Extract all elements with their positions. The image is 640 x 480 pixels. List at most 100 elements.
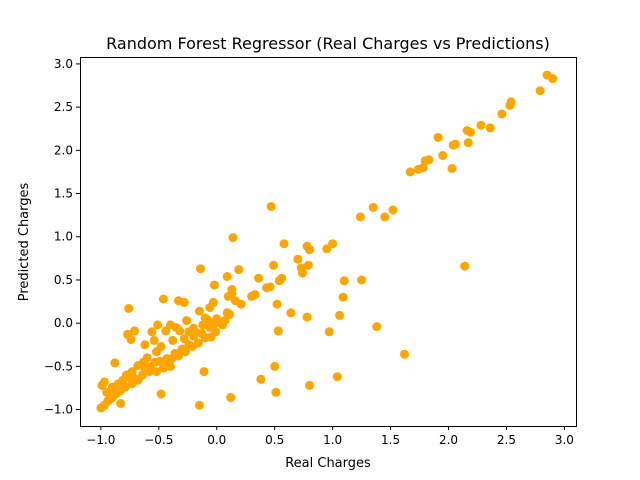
data-point bbox=[328, 239, 338, 249]
data-point bbox=[266, 202, 276, 211]
plot-frame bbox=[80, 57, 577, 427]
data-point bbox=[485, 123, 495, 133]
data-point bbox=[271, 387, 281, 397]
data-point bbox=[156, 342, 166, 351]
data-point bbox=[200, 333, 210, 343]
y-tick-label: 0.5 bbox=[54, 273, 73, 287]
x-tick-label: 0.5 bbox=[265, 433, 284, 447]
data-point bbox=[199, 367, 209, 377]
data-point bbox=[110, 358, 120, 368]
data-point bbox=[286, 308, 296, 318]
data-point bbox=[447, 164, 457, 173]
data-point bbox=[357, 275, 367, 285]
data-point bbox=[305, 245, 314, 255]
data-point bbox=[548, 74, 558, 84]
data-point bbox=[324, 327, 334, 337]
data-point bbox=[130, 326, 139, 336]
data-point bbox=[140, 340, 150, 350]
data-point bbox=[124, 304, 134, 313]
data-point bbox=[355, 212, 365, 222]
data-point bbox=[174, 351, 183, 361]
data-point bbox=[211, 327, 221, 337]
data-point bbox=[205, 303, 215, 313]
data-point bbox=[293, 254, 303, 264]
y-tick-label: 0.0 bbox=[54, 316, 73, 330]
data-point bbox=[153, 320, 163, 330]
data-point bbox=[413, 164, 423, 174]
data-point bbox=[535, 86, 545, 96]
x-tick-label: −1.0 bbox=[86, 433, 115, 447]
data-point bbox=[460, 261, 470, 271]
data-point bbox=[220, 316, 230, 326]
data-point bbox=[181, 347, 190, 357]
y-axis-label: Predicted Charges bbox=[17, 182, 32, 301]
x-tick-label: 2.0 bbox=[439, 433, 458, 447]
x-tick-label: 1.5 bbox=[381, 433, 400, 447]
data-point bbox=[160, 358, 170, 368]
data-point bbox=[438, 151, 448, 160]
data-point bbox=[254, 273, 263, 283]
data-point bbox=[298, 268, 307, 278]
data-point bbox=[338, 292, 348, 302]
data-point bbox=[179, 334, 189, 344]
data-point bbox=[105, 394, 115, 404]
x-tick-label: 2.5 bbox=[497, 433, 516, 447]
x-tick-label: −0.5 bbox=[144, 433, 173, 447]
data-point bbox=[303, 260, 313, 270]
data-point bbox=[212, 314, 222, 324]
data-point bbox=[209, 280, 219, 290]
data-point bbox=[302, 312, 312, 322]
data-point bbox=[372, 322, 382, 332]
points-layer bbox=[96, 70, 558, 413]
data-point bbox=[279, 239, 289, 249]
data-point bbox=[225, 310, 234, 319]
data-point bbox=[448, 140, 458, 150]
y-tick-label: 2.5 bbox=[54, 100, 73, 114]
data-point bbox=[269, 260, 278, 270]
x-tick-label: 1.0 bbox=[323, 433, 342, 447]
data-point bbox=[99, 377, 109, 387]
y-tick-label: 2.0 bbox=[54, 143, 73, 157]
data-point bbox=[388, 205, 398, 215]
data-point bbox=[273, 326, 283, 336]
data-point bbox=[322, 244, 332, 254]
data-point bbox=[265, 282, 275, 292]
data-point bbox=[236, 299, 246, 309]
data-point bbox=[116, 399, 126, 408]
data-point bbox=[222, 272, 232, 281]
x-tick-label: 0.0 bbox=[207, 433, 226, 447]
data-point bbox=[476, 120, 486, 130]
data-point bbox=[223, 291, 233, 301]
x-tick-label: 3.0 bbox=[555, 433, 574, 447]
data-point bbox=[149, 335, 159, 345]
data-point bbox=[424, 155, 434, 165]
y-tick-label: 1.0 bbox=[54, 230, 73, 244]
data-point bbox=[497, 109, 507, 119]
chart-title: Random Forest Regressor (Real Charges vs… bbox=[106, 34, 550, 53]
data-point bbox=[168, 335, 178, 345]
data-point bbox=[167, 354, 177, 364]
data-point bbox=[161, 326, 171, 336]
data-point bbox=[150, 357, 160, 367]
data-point bbox=[175, 326, 185, 336]
data-point bbox=[272, 299, 282, 309]
data-point bbox=[189, 323, 199, 333]
data-point bbox=[433, 132, 443, 142]
data-point bbox=[226, 393, 236, 402]
x-axis-ticks: −1.0 −0.5 0.0 0.5 1.0 1.5 2.0 2.5 3.0 bbox=[86, 426, 574, 447]
data-point bbox=[194, 306, 204, 316]
data-point bbox=[270, 361, 280, 371]
data-point bbox=[335, 310, 345, 320]
y-axis-ticks: −1.0 −0.5 0.0 0.5 1.0 1.5 2.0 2.5 3.0 bbox=[44, 57, 80, 417]
data-point bbox=[179, 297, 189, 307]
data-point bbox=[405, 167, 415, 177]
data-point bbox=[182, 316, 192, 326]
data-point bbox=[156, 389, 166, 399]
data-point bbox=[139, 357, 149, 367]
data-point bbox=[126, 335, 136, 345]
data-point bbox=[234, 265, 244, 275]
data-point bbox=[380, 212, 390, 222]
y-tick-label: −0.5 bbox=[44, 359, 73, 373]
data-point bbox=[463, 138, 473, 148]
